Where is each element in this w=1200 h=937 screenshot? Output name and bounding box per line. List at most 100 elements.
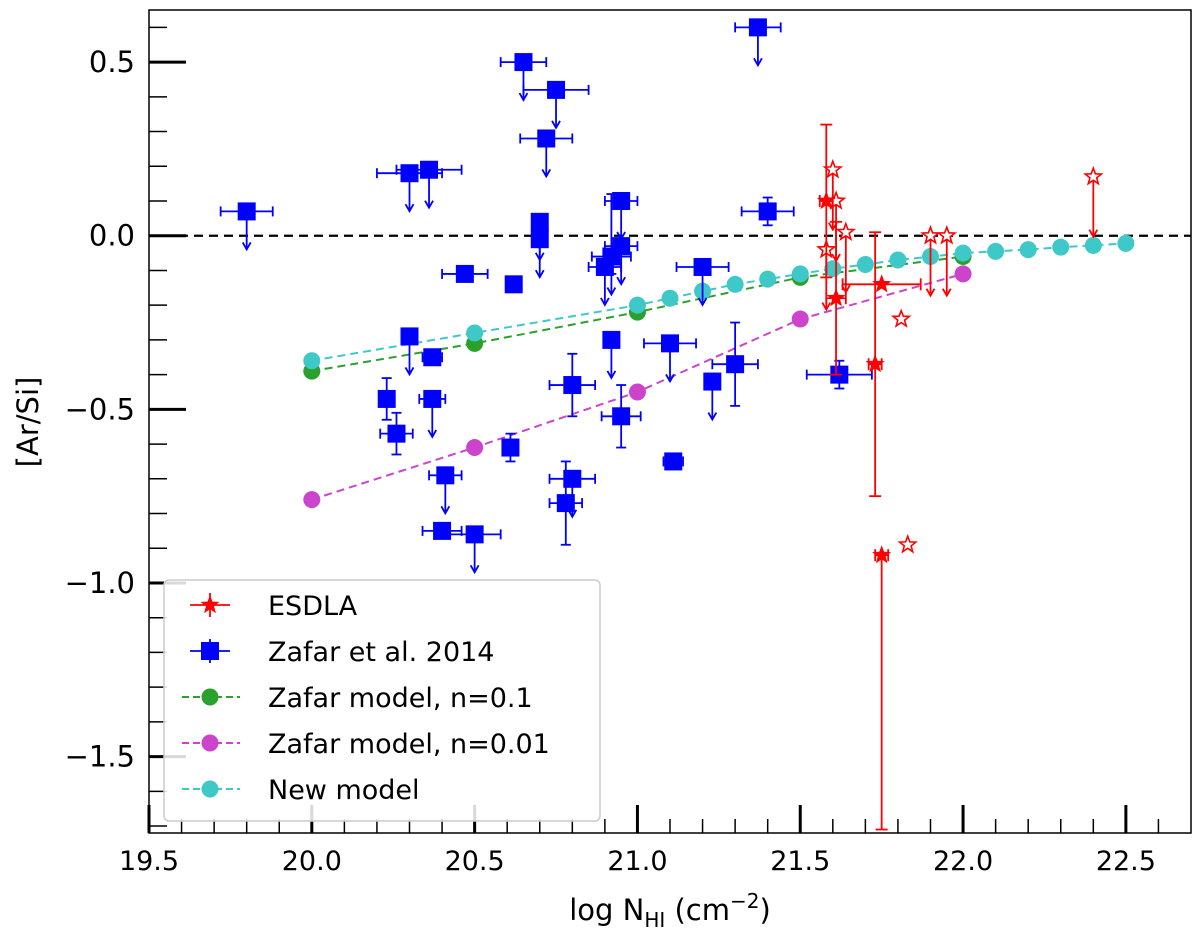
zafar-point bbox=[501, 438, 520, 457]
zafar-point bbox=[514, 53, 533, 72]
esdla-series bbox=[816, 123, 1104, 831]
x-axis-label-unit-end: ) bbox=[759, 893, 770, 927]
x-axis-label-unit: (cm bbox=[665, 893, 730, 927]
model-point bbox=[1052, 238, 1070, 256]
x-tick-label: 19.5 bbox=[119, 846, 179, 877]
zafar-upper-limit-arrow-head bbox=[707, 412, 718, 422]
zafar-point bbox=[612, 407, 631, 426]
zafar-point bbox=[455, 264, 474, 283]
zafar-upper-limit-arrow-head bbox=[665, 373, 675, 384]
model-line bbox=[311, 242, 1126, 362]
zafar-upper-limit-arrow-head bbox=[427, 429, 438, 439]
zafar-point bbox=[423, 389, 442, 408]
zafar-upper-limit-arrow-head bbox=[404, 366, 415, 377]
zafar-point bbox=[661, 334, 679, 353]
y-tick-label: −1.0 bbox=[65, 566, 135, 600]
legend-entry: ESDLA bbox=[190, 591, 358, 622]
zafar-point bbox=[703, 372, 722, 391]
zafar-upper-limit-arrow-head bbox=[606, 287, 617, 297]
y-tick-label: 0.5 bbox=[89, 45, 135, 79]
zafar-upper-limit-arrow-head bbox=[541, 169, 552, 179]
legend-box bbox=[163, 579, 601, 822]
esdla-point bbox=[816, 191, 836, 210]
esdla-open-star bbox=[890, 308, 912, 328]
zafar-upper-limit-arrow-head bbox=[534, 269, 545, 280]
zafar-upper-limit-arrow-head bbox=[518, 92, 529, 102]
model-point bbox=[759, 270, 777, 288]
model-point bbox=[824, 260, 842, 278]
model-point bbox=[1019, 241, 1037, 259]
zafar-point bbox=[423, 348, 442, 367]
zafar-upper-limit-arrow-head bbox=[424, 200, 434, 210]
zafar-point bbox=[563, 376, 582, 395]
zafar-upper-limit-arrow-head bbox=[697, 297, 708, 307]
zafar-upper-limit-arrow-head bbox=[606, 370, 617, 380]
x-axis-label-main: log N bbox=[569, 893, 644, 927]
esdla-upper-limit-arrow-head bbox=[925, 288, 936, 298]
y-tick-label: −1.5 bbox=[65, 740, 135, 774]
zafar-point bbox=[420, 160, 439, 179]
zafar-point bbox=[504, 275, 523, 294]
legend-circle-marker bbox=[201, 780, 219, 798]
zafar-point bbox=[556, 494, 575, 513]
x-tick-label: 22.5 bbox=[1096, 846, 1156, 877]
model-point bbox=[661, 289, 679, 307]
zafar-upper-limit-arrow-head bbox=[753, 57, 763, 68]
zafar-point bbox=[563, 469, 582, 488]
legend-entry: Zafar et al. 2014 bbox=[190, 637, 494, 668]
model-point bbox=[954, 265, 972, 283]
zafar-point bbox=[612, 191, 631, 210]
esdla-upper-limit-arrow-head bbox=[821, 302, 832, 312]
axis-layer: 19.5 20.0 20.5 21.0 21.5 22.0 22.5 0.5 0.0 −0.5 −1… bbox=[65, 26, 1160, 877]
esdla-limit-star bbox=[835, 221, 857, 241]
esdla-open-star bbox=[897, 534, 918, 554]
zafar-upper-limit-arrow-head bbox=[440, 505, 451, 516]
legend: ESDLA Zafar et al. 2014 Zafar model, n=0.1… bbox=[163, 579, 601, 822]
zafar-point bbox=[377, 389, 396, 408]
model-point bbox=[466, 324, 484, 342]
plot-layer bbox=[149, 18, 1191, 831]
zafar-point bbox=[664, 452, 683, 471]
legend-label: ESDLA bbox=[268, 591, 358, 622]
zafar-upper-limit-arrow-head bbox=[241, 241, 252, 252]
legend-label: Zafar et al. 2014 bbox=[268, 637, 494, 668]
zafar-point bbox=[595, 257, 614, 276]
zafar-point bbox=[237, 202, 256, 221]
model-point bbox=[791, 265, 809, 283]
esdla-limit-star bbox=[920, 224, 941, 245]
zafar-point bbox=[400, 327, 419, 346]
y-axis: 0.5 0.0 −0.5 −1.0 −1.5 bbox=[65, 26, 186, 827]
esdla-upper-limit-arrow-head bbox=[941, 288, 952, 298]
zafar-point bbox=[433, 521, 452, 540]
esdla-limit-star bbox=[1083, 165, 1104, 186]
zafar-point bbox=[537, 129, 556, 148]
legend-entry: New model bbox=[182, 775, 420, 806]
x-tick-label: 20.5 bbox=[445, 846, 505, 877]
zafar-point bbox=[726, 355, 745, 374]
model-point bbox=[1084, 236, 1102, 254]
model-series-1 bbox=[303, 265, 972, 509]
model-point bbox=[987, 242, 1005, 260]
zafar-series bbox=[219, 18, 873, 575]
model-point bbox=[954, 244, 972, 262]
legend-star-marker bbox=[200, 595, 220, 614]
zafar-upper-limit-arrow-head bbox=[551, 120, 561, 130]
y-tick-label: −0.5 bbox=[65, 392, 135, 426]
esdla-point bbox=[826, 288, 846, 307]
legend-circle-marker bbox=[201, 688, 219, 706]
zafar-point bbox=[465, 525, 484, 544]
zafar-point bbox=[693, 257, 712, 276]
legend-entry: Zafar model, n=0.1 bbox=[182, 683, 533, 714]
zafar-upper-limit-arrow-head bbox=[404, 203, 415, 214]
x-tick-label: 21.0 bbox=[607, 846, 667, 877]
esdla-point bbox=[872, 274, 892, 293]
legend-square-marker bbox=[201, 642, 219, 660]
model-point bbox=[1117, 234, 1135, 252]
zafar-point bbox=[748, 18, 767, 37]
y-tick-label: 0.0 bbox=[89, 219, 135, 253]
model-point bbox=[791, 310, 809, 328]
model-point bbox=[303, 491, 321, 509]
zafar-upper-limit-arrow-head bbox=[469, 564, 480, 575]
